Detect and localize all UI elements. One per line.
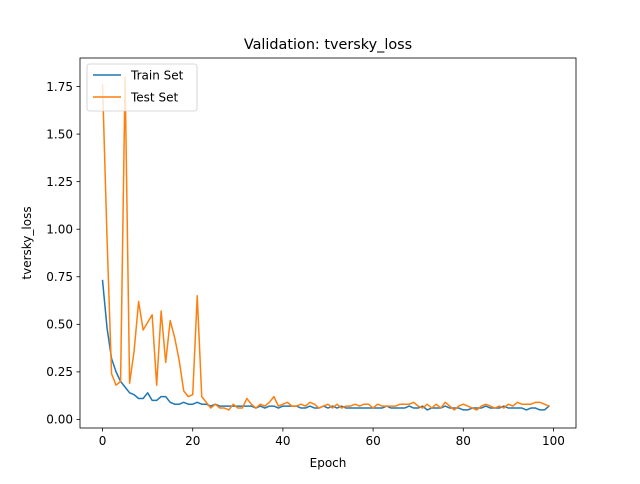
x-axis: 0 20 40 60 80 100 [99,428,565,448]
series-line-test-set [101,76,550,411]
x-tick-label: 80 [456,434,471,448]
chart-title: Validation: tversky_loss [244,37,412,53]
x-tick-label: 0 [99,434,107,448]
x-axis-label: Epoch [310,456,347,470]
y-tick-label: 1.25 [46,175,73,189]
y-axis: 0.00 0.25 0.50 0.75 1.00 1.25 1.50 1.75 [46,80,80,427]
x-tick-label: 20 [185,434,200,448]
y-tick-label: 0.00 [46,413,73,427]
legend: Train Set Test Set [86,63,198,112]
y-tick-label: 1.75 [46,80,73,94]
series-line-train-set [101,279,551,411]
y-tick-label: 0.75 [46,270,73,284]
plot-frame [79,57,577,429]
x-tick-label: 60 [365,434,380,448]
y-tick-label: 0.50 [46,318,73,332]
x-tick-label: 100 [542,434,565,448]
y-tick-label: 0.25 [46,365,73,379]
x-tick-label: 40 [275,434,290,448]
y-axis-label: tversky_loss [20,206,34,279]
legend-label-train-set: Train Set [130,68,184,82]
y-tick-label: 1.00 [46,223,73,237]
legend-label-test-set: Test Set [130,90,178,104]
y-tick-label: 1.50 [46,127,73,141]
plot-lines [101,76,551,411]
